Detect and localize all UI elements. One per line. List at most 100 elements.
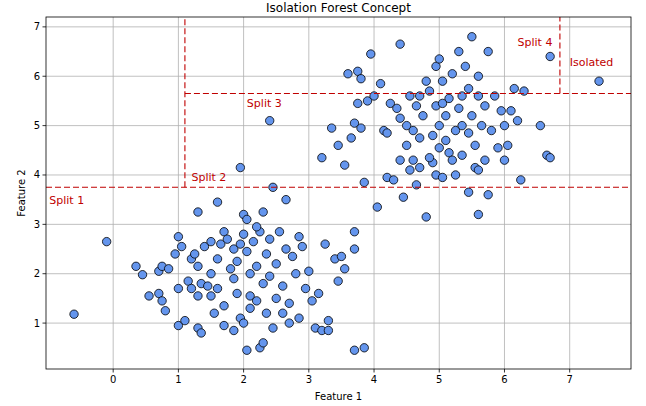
plot-area (46, 17, 631, 354)
point (402, 141, 410, 149)
tick-label: 6 (501, 374, 507, 385)
point (194, 292, 202, 300)
point (383, 129, 391, 137)
point (360, 344, 368, 352)
tick-label: 3 (306, 374, 312, 385)
point (158, 297, 166, 305)
point (357, 75, 365, 83)
tick-label: 7 (567, 374, 573, 385)
point (190, 250, 198, 258)
point (233, 257, 241, 265)
point (262, 309, 270, 317)
point (340, 265, 348, 273)
point (279, 282, 287, 290)
tick-label: 1 (175, 374, 181, 385)
tick (43, 273, 47, 274)
point (367, 50, 375, 58)
point (500, 121, 508, 129)
point (546, 154, 554, 162)
tick (178, 369, 179, 373)
point (295, 232, 303, 240)
point (464, 188, 472, 196)
point (484, 191, 492, 199)
tick-label: 7 (34, 21, 40, 32)
point (422, 213, 430, 221)
point (239, 230, 247, 238)
point (327, 124, 335, 132)
point (324, 316, 332, 324)
x-axis-label: Feature 1 (315, 391, 362, 402)
point (262, 250, 270, 258)
tick (308, 369, 309, 373)
point (246, 270, 254, 278)
point (305, 267, 313, 275)
point (132, 262, 140, 270)
tick (374, 369, 375, 373)
point (474, 166, 482, 174)
point (448, 156, 456, 164)
point (174, 232, 182, 240)
tick-label: 2 (240, 374, 246, 385)
grid-line (46, 174, 631, 175)
point (207, 292, 215, 300)
point (461, 62, 469, 70)
split-line (185, 93, 631, 94)
point (334, 141, 342, 149)
point (510, 84, 518, 92)
annotation: Split 4 (518, 36, 553, 49)
point (285, 319, 293, 327)
point (389, 176, 397, 184)
point (207, 237, 215, 245)
tick-label: 4 (371, 374, 377, 385)
point (207, 270, 215, 278)
point (406, 166, 414, 174)
point (265, 116, 273, 124)
point (396, 156, 404, 164)
point (513, 116, 521, 124)
point (422, 77, 430, 85)
point (504, 141, 512, 149)
point (220, 321, 228, 329)
tick (43, 125, 47, 126)
point (233, 289, 241, 297)
tick (243, 369, 244, 373)
point (357, 124, 365, 132)
point (438, 173, 446, 181)
point (292, 270, 300, 278)
point (210, 309, 218, 317)
point (239, 319, 247, 327)
grid-line (569, 17, 570, 369)
point (308, 297, 316, 305)
point (350, 228, 358, 236)
point (435, 144, 443, 152)
point (265, 235, 273, 243)
point (494, 144, 502, 152)
annotation: Split 3 (247, 97, 282, 110)
point (354, 99, 362, 107)
grid-line (178, 17, 179, 369)
point (464, 84, 472, 92)
point (213, 198, 221, 206)
point (419, 112, 427, 120)
point (194, 208, 202, 216)
tick (113, 369, 114, 373)
grid-line (46, 323, 631, 324)
frame (46, 17, 631, 369)
point (272, 260, 280, 268)
title: Isolation Forest Concept (266, 1, 411, 15)
point (409, 156, 417, 164)
point (243, 346, 251, 354)
point (487, 126, 495, 134)
tick (504, 369, 505, 373)
point (252, 262, 260, 270)
point (546, 52, 554, 60)
point (517, 176, 525, 184)
point (213, 255, 221, 263)
point (507, 107, 515, 115)
point (376, 79, 384, 87)
point (340, 161, 348, 169)
point (438, 77, 446, 85)
point (164, 265, 172, 273)
point (295, 314, 303, 322)
point (171, 250, 179, 258)
